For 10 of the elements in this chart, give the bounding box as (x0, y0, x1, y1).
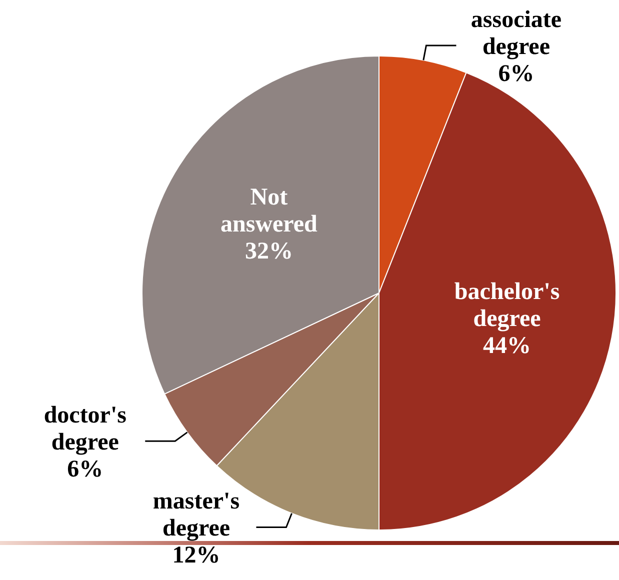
data-label: 6% (498, 60, 534, 87)
slice-label: master's degree (152, 488, 240, 542)
data-label: 44% (483, 332, 532, 359)
data-label: 12% (172, 542, 220, 569)
slice-label: Not answered (220, 184, 318, 238)
data-label: 32% (244, 238, 293, 265)
slice-label: doctor's degree (44, 402, 126, 456)
slice-label: bachelor's degree (454, 278, 560, 332)
slice-label: associate degree (470, 6, 562, 60)
data-label: 6% (67, 456, 104, 483)
